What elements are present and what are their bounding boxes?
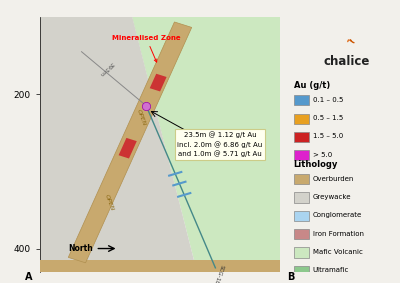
- Text: Conglomerate: Conglomerate: [313, 212, 362, 218]
- Bar: [294, 132, 309, 142]
- Polygon shape: [132, 17, 280, 272]
- Text: 23.5m @ 1.12 g/t Au
incl. 2.0m @ 6.86 g/t Au
and 1.0m @ 5.71 g/t Au: 23.5m @ 1.12 g/t Au incl. 2.0m @ 6.86 g/…: [177, 131, 263, 157]
- Text: Lithology: Lithology: [294, 160, 338, 169]
- Bar: [294, 229, 309, 239]
- Text: Mafic Volcanic: Mafic Volcanic: [313, 249, 362, 255]
- Text: OPEN: OPEN: [104, 193, 115, 211]
- Text: Overburden: Overburden: [313, 176, 354, 182]
- Polygon shape: [68, 22, 192, 263]
- Text: Au (g/t): Au (g/t): [294, 81, 330, 90]
- Bar: [294, 174, 309, 184]
- Text: Ultramafic: Ultramafic: [313, 267, 349, 273]
- Bar: [294, 192, 309, 203]
- Text: SCG-18-072: SCG-18-072: [209, 264, 225, 283]
- Text: Iron Formation: Iron Formation: [313, 231, 364, 237]
- Bar: [294, 150, 309, 160]
- Polygon shape: [150, 74, 166, 91]
- Bar: [294, 247, 309, 258]
- Text: Mineralised Zone: Mineralised Zone: [112, 35, 181, 62]
- Bar: [294, 211, 309, 221]
- Text: 0.5 – 1.5: 0.5 – 1.5: [313, 115, 343, 121]
- Text: chalice: chalice: [323, 55, 370, 68]
- Text: > 5.0: > 5.0: [313, 152, 332, 158]
- Bar: [294, 266, 309, 276]
- Text: 393m: 393m: [98, 61, 114, 77]
- Text: 0.1 – 0.5: 0.1 – 0.5: [313, 97, 343, 103]
- Text: A: A: [25, 272, 33, 282]
- Bar: [294, 95, 309, 105]
- Text: OPEN: OPEN: [136, 108, 147, 126]
- Text: 1.5 – 5.0: 1.5 – 5.0: [313, 133, 343, 140]
- Text: Greywacke: Greywacke: [313, 194, 351, 200]
- Text: North: North: [68, 244, 93, 253]
- Text: B: B: [287, 272, 295, 282]
- Polygon shape: [119, 138, 137, 158]
- Bar: [294, 113, 309, 124]
- Bar: [40, 260, 280, 274]
- Polygon shape: [40, 17, 197, 272]
